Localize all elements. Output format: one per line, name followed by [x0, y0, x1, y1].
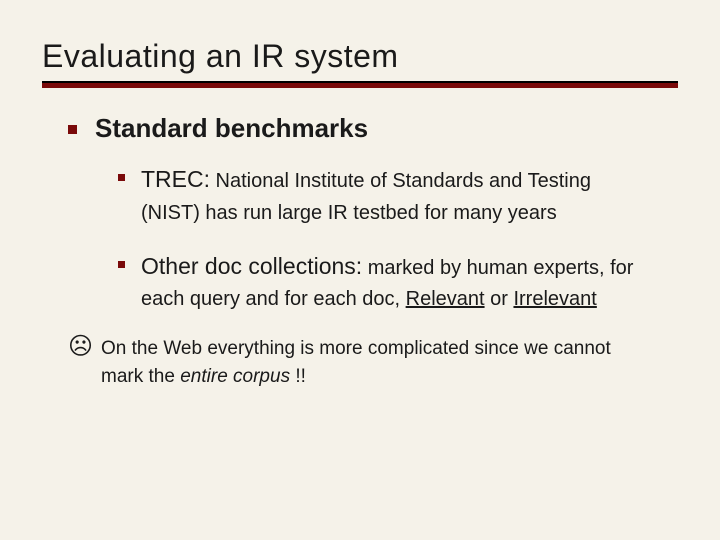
relevant-word: Relevant [406, 288, 485, 310]
trec-lead: TREC: [141, 166, 210, 192]
other-lead: Other doc collections: [141, 253, 362, 279]
or-word: or [485, 288, 514, 310]
square-bullet-icon [118, 261, 125, 268]
footer-italic: entire corpus [180, 366, 290, 387]
level1-heading: Standard benchmarks [95, 113, 368, 144]
footer-part2: !! [290, 366, 306, 387]
footer-note: ☹ On the Web everything is more complica… [68, 335, 658, 390]
trec-text: TREC: National Institute of Standards an… [141, 162, 648, 229]
bullet-level2-trec: TREC: National Institute of Standards an… [118, 162, 648, 229]
square-bullet-icon [68, 125, 77, 134]
irrelevant-word: Irrelevant [513, 288, 596, 310]
title-rule [42, 83, 678, 89]
square-bullet-icon [118, 174, 125, 181]
slide-title: Evaluating an IR system [42, 38, 678, 75]
footer-text: On the Web everything is more complicate… [101, 335, 658, 390]
frown-icon: ☹ [68, 335, 93, 359]
bullet-level1: Standard benchmarks [68, 113, 678, 144]
other-text: Other doc collections: marked by human e… [141, 249, 648, 316]
bullet-level2-other: Other doc collections: marked by human e… [118, 249, 648, 316]
footer-part1: On the Web everything is more complicate… [101, 338, 611, 387]
